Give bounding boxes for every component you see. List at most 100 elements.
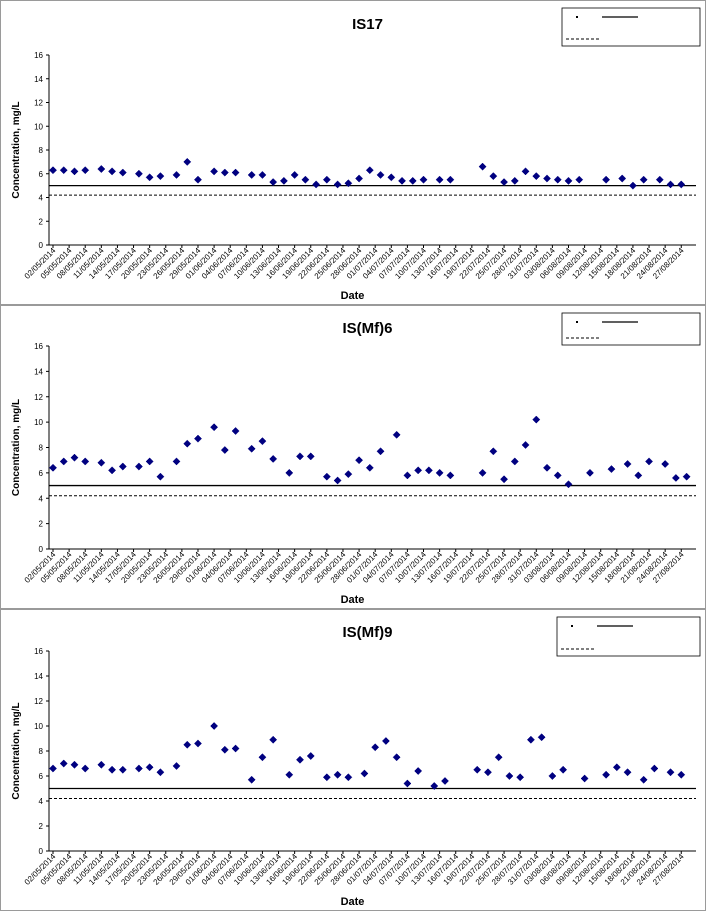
data-point [108, 765, 117, 774]
data-point [145, 763, 154, 772]
y-tick-label: 4 [39, 797, 44, 806]
data-point [521, 441, 530, 449]
data-point [424, 466, 433, 475]
data-point [408, 176, 417, 185]
data-point [355, 174, 364, 183]
data-point [97, 760, 106, 769]
data-point [108, 466, 117, 475]
data-point [483, 768, 492, 777]
data-point [183, 157, 192, 166]
legend-marker [576, 16, 578, 18]
data-point [392, 430, 401, 439]
data-point [322, 175, 331, 184]
data-point [306, 752, 315, 760]
data-point [108, 167, 117, 176]
data-point [623, 460, 632, 468]
data-point [49, 166, 57, 175]
data-point [537, 733, 546, 742]
data-point [118, 168, 127, 177]
data-point [376, 170, 385, 179]
data-point [59, 457, 68, 466]
data-point [97, 165, 106, 173]
y-axis-label: Concentration, mg/L [11, 702, 22, 799]
data-point [532, 172, 541, 181]
data-point [671, 473, 680, 482]
data-point [172, 762, 181, 770]
data-point [575, 175, 584, 184]
y-tick-label: 2 [39, 217, 44, 226]
y-tick-label: 0 [39, 847, 44, 856]
data-point [489, 172, 498, 181]
data-point [290, 170, 299, 179]
data-point [322, 773, 331, 782]
data-point [210, 722, 219, 730]
data-point [49, 764, 57, 773]
y-tick-label: 12 [34, 393, 43, 402]
data-point [220, 168, 229, 177]
data-point [279, 176, 288, 185]
data-point [134, 462, 143, 471]
data-point [387, 173, 396, 182]
data-point [392, 753, 401, 762]
data-point [419, 175, 428, 184]
data-point [403, 471, 412, 480]
data-point [258, 437, 267, 446]
data-point [134, 169, 143, 178]
chart-panel-ismf6: IS(Mf)6 0 2 4 6 8 10 12 14 16 Concentration, mg/L 0… [0, 305, 706, 609]
data-point [333, 180, 342, 189]
data-point [70, 760, 79, 769]
y-tick-label: 16 [34, 51, 43, 60]
data-point [414, 767, 423, 775]
data-point [156, 472, 165, 481]
data-point [269, 178, 278, 187]
data-point [645, 457, 653, 466]
data-point [269, 454, 278, 463]
y-tick-label: 10 [34, 122, 43, 131]
data-point [548, 772, 557, 780]
y-tick-label: 14 [34, 672, 43, 681]
y-tick-label: 14 [34, 367, 43, 376]
data-point [553, 175, 562, 184]
data-point [285, 770, 294, 779]
data-point [473, 765, 482, 774]
y-tick-label: 16 [34, 342, 43, 351]
data-point [183, 439, 192, 448]
data-point [446, 471, 455, 480]
data-point [145, 173, 154, 182]
data-point [516, 773, 525, 782]
chart-title: IS(Mf)6 [343, 320, 393, 337]
data-point [634, 471, 643, 480]
data-point [666, 180, 675, 189]
y-tick-label: 4 [39, 194, 44, 203]
data-point [134, 764, 143, 773]
y-tick-label: 12 [34, 697, 43, 706]
data-point [677, 770, 686, 779]
data-point [312, 180, 321, 189]
data-point [623, 768, 632, 777]
data-point [194, 175, 202, 184]
data-point [564, 176, 573, 185]
data-point [371, 743, 380, 752]
data-point [301, 175, 310, 184]
data-point [543, 463, 551, 472]
x-axis-label: Date [341, 594, 365, 606]
data-point [70, 453, 79, 462]
data-point [430, 782, 439, 790]
y-tick-label: 6 [39, 170, 44, 179]
data-point [381, 737, 390, 745]
data-point [650, 764, 659, 773]
y-tick-label: 0 [39, 545, 44, 554]
y-tick-label: 6 [39, 469, 44, 478]
y-tick-label: 0 [39, 241, 44, 250]
data-point [376, 447, 385, 456]
data-point [639, 175, 648, 184]
data-point [210, 167, 219, 176]
data-point [618, 174, 627, 183]
data-point [355, 456, 364, 465]
data-point [247, 170, 256, 179]
data-point [494, 753, 503, 762]
data-point [247, 444, 256, 453]
data-point [666, 768, 675, 777]
data-point [183, 740, 192, 749]
